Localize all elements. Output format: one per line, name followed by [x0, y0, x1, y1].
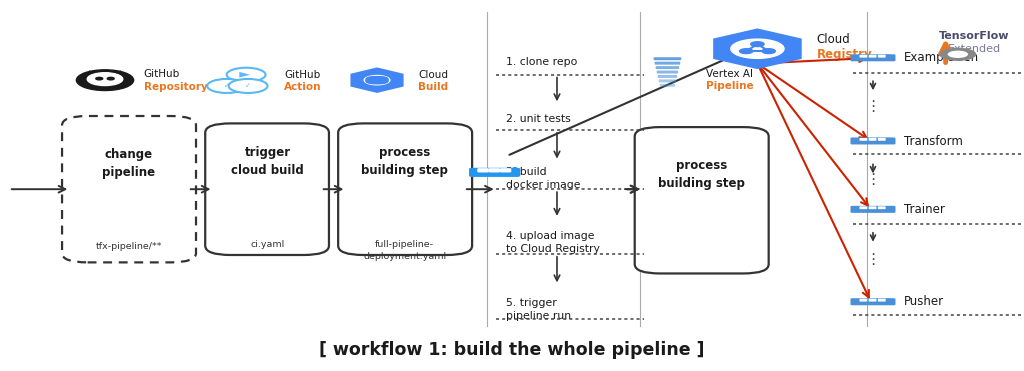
FancyBboxPatch shape [859, 138, 867, 141]
FancyBboxPatch shape [62, 116, 196, 262]
Text: GitHub: GitHub [284, 70, 321, 80]
FancyBboxPatch shape [366, 76, 389, 85]
Text: 5. trigger
pipeline run: 5. trigger pipeline run [506, 298, 571, 321]
Text: Pipeline: Pipeline [707, 81, 754, 91]
FancyBboxPatch shape [878, 55, 886, 58]
FancyBboxPatch shape [868, 206, 877, 209]
FancyBboxPatch shape [488, 168, 500, 173]
FancyBboxPatch shape [851, 298, 895, 305]
FancyBboxPatch shape [859, 55, 867, 58]
FancyBboxPatch shape [878, 206, 886, 209]
Text: change
pipeline: change pipeline [102, 148, 155, 179]
Circle shape [508, 169, 515, 172]
Text: full-pipeline-
deployment.yaml: full-pipeline- deployment.yaml [364, 240, 446, 260]
Circle shape [762, 49, 775, 53]
Text: 4. upload image
to Cloud Registry: 4. upload image to Cloud Registry [506, 231, 600, 255]
FancyBboxPatch shape [658, 79, 676, 82]
FancyBboxPatch shape [654, 62, 680, 65]
Text: Cloud: Cloud [817, 33, 851, 46]
Circle shape [886, 299, 891, 301]
Text: ExampleGen: ExampleGen [903, 52, 979, 65]
Text: Registry: Registry [817, 48, 872, 61]
Text: GitHub: GitHub [143, 69, 180, 79]
Circle shape [96, 78, 102, 80]
Text: Vertex AI: Vertex AI [707, 69, 754, 79]
Polygon shape [713, 29, 802, 69]
FancyBboxPatch shape [868, 55, 877, 58]
Text: trigger
cloud build: trigger cloud build [231, 146, 304, 177]
Text: Build: Build [418, 82, 449, 92]
Circle shape [947, 50, 968, 58]
Text: [ workflow 1: build the whole pipeline ]: [ workflow 1: build the whole pipeline ] [319, 341, 705, 359]
Circle shape [77, 70, 134, 91]
Text: Repository: Repository [143, 82, 208, 92]
Circle shape [207, 79, 246, 93]
Text: 1. clone repo: 1. clone repo [506, 57, 578, 67]
Text: ci.yaml: ci.yaml [251, 240, 285, 249]
FancyBboxPatch shape [656, 70, 678, 73]
FancyBboxPatch shape [500, 168, 511, 173]
Circle shape [939, 47, 976, 61]
Text: ⋮: ⋮ [865, 99, 881, 114]
Text: process
building step: process building step [657, 159, 744, 190]
Circle shape [87, 73, 123, 86]
Circle shape [226, 68, 265, 82]
Text: Trainer: Trainer [903, 203, 944, 216]
Text: TensorFlow: TensorFlow [939, 31, 1010, 41]
Circle shape [886, 138, 891, 141]
Circle shape [739, 49, 753, 53]
Text: Pusher: Pusher [903, 295, 944, 308]
Polygon shape [115, 70, 122, 74]
FancyBboxPatch shape [338, 124, 472, 255]
Text: ✓: ✓ [224, 83, 229, 89]
Text: 2. unit tests: 2. unit tests [506, 114, 570, 124]
FancyBboxPatch shape [868, 299, 877, 302]
Text: Cloud: Cloud [418, 70, 447, 80]
Circle shape [886, 55, 891, 58]
FancyBboxPatch shape [469, 168, 520, 177]
Circle shape [108, 78, 114, 80]
Circle shape [365, 76, 390, 85]
Circle shape [516, 169, 518, 170]
Circle shape [228, 79, 267, 93]
Text: tfx-pipeline/**: tfx-pipeline/** [95, 242, 162, 251]
FancyBboxPatch shape [205, 124, 329, 255]
FancyBboxPatch shape [659, 84, 675, 87]
FancyBboxPatch shape [851, 54, 895, 61]
FancyBboxPatch shape [851, 206, 895, 213]
FancyBboxPatch shape [635, 127, 769, 273]
FancyBboxPatch shape [657, 75, 677, 78]
Circle shape [751, 42, 764, 46]
Polygon shape [350, 68, 403, 93]
Circle shape [731, 39, 784, 58]
FancyBboxPatch shape [878, 299, 886, 302]
Text: process
building step: process building step [361, 146, 449, 177]
Text: Extended: Extended [947, 44, 1000, 54]
FancyBboxPatch shape [655, 66, 679, 69]
FancyBboxPatch shape [477, 168, 488, 173]
Text: ⋮: ⋮ [865, 252, 881, 267]
FancyBboxPatch shape [878, 138, 886, 141]
Text: Action: Action [284, 82, 322, 92]
Polygon shape [240, 72, 250, 78]
FancyBboxPatch shape [859, 299, 867, 302]
FancyBboxPatch shape [851, 137, 895, 144]
Circle shape [886, 207, 891, 209]
FancyBboxPatch shape [868, 138, 877, 141]
FancyBboxPatch shape [653, 57, 681, 60]
Polygon shape [88, 70, 95, 74]
Text: Transform: Transform [903, 135, 963, 148]
Text: ✓: ✓ [245, 83, 251, 89]
Text: ⋮: ⋮ [865, 173, 881, 187]
FancyBboxPatch shape [859, 206, 867, 209]
Text: 3. build
docker image: 3. build docker image [506, 167, 581, 190]
